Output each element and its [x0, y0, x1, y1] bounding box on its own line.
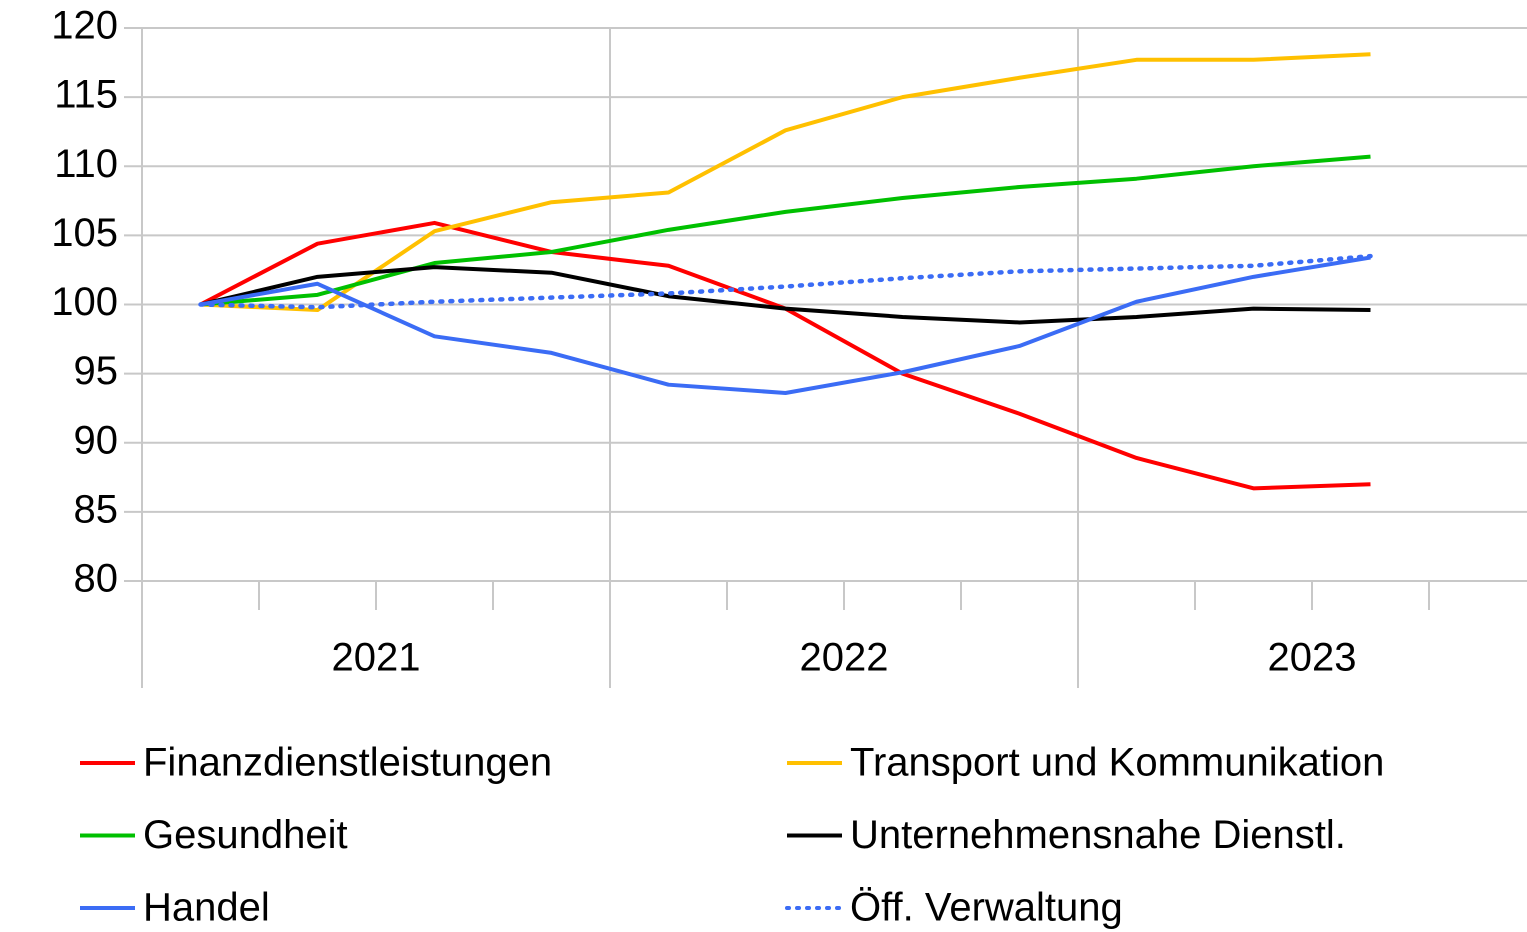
legend-label: Öff. Verwaltung — [850, 886, 1123, 930]
series-line — [200, 154, 1371, 307]
y-tick-label: 110 — [54, 142, 118, 186]
series-line — [200, 265, 1371, 325]
y-tick-label: 115 — [54, 73, 118, 117]
series-line — [198, 253, 1373, 310]
series-line — [199, 220, 1371, 491]
series-line — [200, 255, 1371, 395]
y-tick-label: 85 — [74, 487, 119, 531]
legend-label: Transport und Kommunikation — [850, 741, 1384, 785]
y-tick-label: 80 — [74, 557, 119, 601]
legend-label: Finanzdienstleistungen — [143, 741, 552, 785]
y-tick-label: 105 — [51, 211, 118, 255]
series-line — [200, 52, 1371, 313]
legend-label: Unternehmensnahe Dienstl. — [850, 813, 1346, 857]
x-group-label: 2023 — [1268, 636, 1357, 680]
y-tick-label: 90 — [74, 418, 119, 462]
y-tick-label: 120 — [51, 4, 118, 48]
legend-label: Gesundheit — [143, 813, 348, 857]
y-tick-label: 100 — [51, 280, 118, 324]
x-group-label: 2022 — [800, 636, 889, 680]
x-group-label: 2021 — [332, 636, 421, 680]
legend-label: Handel — [143, 886, 270, 930]
y-tick-label: 95 — [74, 349, 119, 393]
